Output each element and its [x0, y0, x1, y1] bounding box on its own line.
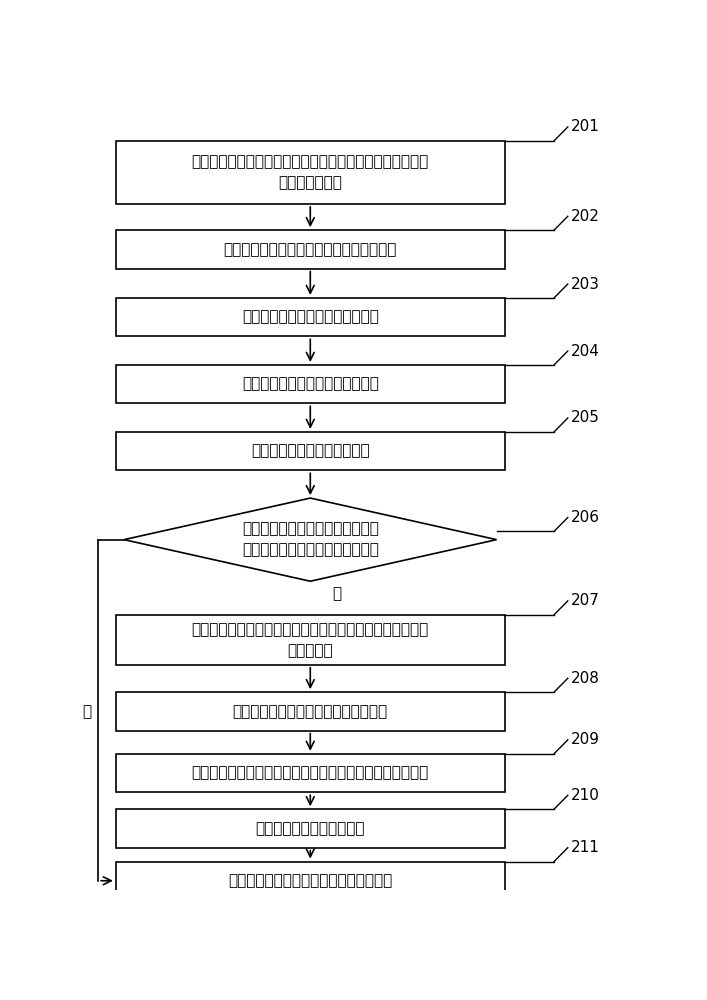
Text: 获取该人脸区域中的眼部区域图像: 获取该人脸区域中的眼部区域图像	[242, 310, 379, 325]
Text: 205: 205	[571, 410, 600, 425]
Text: 将该第一图像作为目标图像保存至数据库: 将该第一图像作为目标图像保存至数据库	[228, 873, 392, 888]
Text: 203: 203	[571, 277, 600, 292]
Text: 将该目标图像保存至数据库: 将该目标图像保存至数据库	[255, 821, 365, 836]
Bar	[116, 754, 505, 792]
Bar	[116, 615, 505, 665]
Text: 204: 204	[571, 344, 600, 359]
Text: 是否存在任一该第一图像上人脸区
域的该反光度大于预设的标准阈值: 是否存在任一该第一图像上人脸区 域的该反光度大于预设的标准阈值	[242, 522, 379, 558]
Text: 207: 207	[571, 593, 600, 608]
Text: 对该第一图像进行人脸检测，获取人脸区域: 对该第一图像进行人脸检测，获取人脸区域	[223, 242, 397, 257]
Text: 否: 否	[83, 704, 92, 719]
Text: 209: 209	[571, 732, 600, 747]
Bar	[116, 141, 505, 204]
Bar	[116, 432, 505, 470]
Text: 202: 202	[571, 209, 600, 224]
Text: 208: 208	[571, 671, 600, 686]
Text: 210: 210	[571, 788, 600, 803]
Text: 修复该第二图像上的该镜框区域，得到消除镜框的目标图像: 修复该第二图像上的该镜框区域，得到消除镜框的目标图像	[192, 765, 429, 780]
Bar	[116, 365, 505, 403]
Text: 206: 206	[571, 510, 600, 525]
Text: 筛选出该反光度不大于预设的第一反光阈值的该第一图像作
为第二图像: 筛选出该反光度不大于预设的第一反光阈值的该第一图像作 为第二图像	[192, 622, 429, 658]
Text: 201: 201	[571, 119, 600, 134]
Bar	[116, 809, 505, 848]
Text: 211: 211	[571, 840, 600, 855]
Text: 在该第二图像上定位眼镜框的镜框区域: 在该第二图像上定位眼镜框的镜框区域	[233, 704, 388, 719]
Bar	[116, 692, 505, 731]
Polygon shape	[124, 498, 496, 581]
Text: 是: 是	[332, 587, 341, 602]
Text: 计算该眼部区域图像的反光度: 计算该眼部区域图像的反光度	[251, 444, 370, 459]
Bar	[116, 230, 505, 269]
Text: 对该眼部区域图像进行二值化处理: 对该眼部区域图像进行二值化处理	[242, 377, 379, 392]
Bar	[116, 862, 505, 900]
Text: 采集人脸图像，并对得到的多个图像帧进行灰度化处理，得
到多张第一图像: 采集人脸图像，并对得到的多个图像帧进行灰度化处理，得 到多张第一图像	[192, 154, 429, 190]
Bar	[116, 298, 505, 336]
